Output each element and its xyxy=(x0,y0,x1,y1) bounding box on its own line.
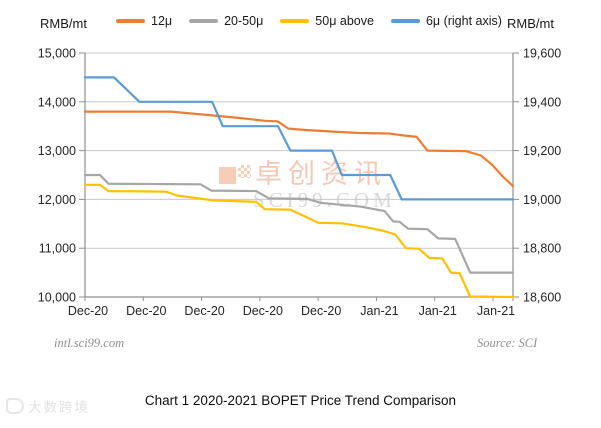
x-tick-label: Jan-21 xyxy=(419,304,457,318)
legend-item: 6μ (right axis) xyxy=(390,14,502,28)
corner-watermark: 大数跨境 xyxy=(6,396,90,416)
y-tick-label-left: 13,000 xyxy=(38,144,76,158)
source-note: Source: SCI xyxy=(477,336,538,350)
legend-swatch-icon xyxy=(280,19,310,23)
series-line-12μ xyxy=(83,110,515,188)
legend-label: 12μ xyxy=(151,14,173,28)
legend-swatch-icon xyxy=(189,19,219,23)
y-tick-label-right: 18,800 xyxy=(523,242,561,256)
legend-item: 20-50μ xyxy=(189,14,263,28)
x-tick-label: Jan-21 xyxy=(477,304,515,318)
x-tick-label: Dec-20 xyxy=(126,304,166,318)
legend-label: 6μ (right axis) xyxy=(425,14,502,28)
corner-watermark-label: 大数跨境 xyxy=(28,400,90,415)
plot-area: 15,000 19,600 14,000 19,400 13,000 19,200 12,0… xyxy=(38,47,562,319)
legend-label: 50μ above xyxy=(315,14,374,28)
y-tick-label-left: 14,000 xyxy=(38,95,76,109)
legend-item: 12μ xyxy=(116,14,172,28)
series-line-50μ-above xyxy=(83,183,515,299)
legend-item: 50μ above xyxy=(280,14,374,28)
y-tick-label-right: 18,600 xyxy=(523,291,561,305)
site-note: intl.sci99.com xyxy=(54,336,125,350)
series-line-6μ-(right-axis) xyxy=(83,76,515,201)
y-tick-label-left: 12,000 xyxy=(38,193,76,207)
right-axis-title: RMB/mt xyxy=(507,16,554,31)
left-axis-title: RMB/mt xyxy=(40,16,87,31)
x-tick-label: Dec-20 xyxy=(301,304,341,318)
sci99-logo-icon xyxy=(219,167,236,184)
legend-swatch-icon xyxy=(390,19,420,23)
chart-caption: Chart 1 2020-2021 BOPET Price Trend Comp… xyxy=(144,393,457,408)
series-line-20-50μ xyxy=(83,173,515,274)
x-tick-label: Dec-20 xyxy=(184,304,224,318)
y-tick-label-left: 10,000 xyxy=(38,291,76,305)
x-tick-label: Dec-20 xyxy=(243,304,283,318)
y-tick-label-left: 11,000 xyxy=(39,242,76,256)
checker-pattern-icon xyxy=(238,165,251,178)
legend: 12μ 20-50μ 50μ above 6μ (right axis) xyxy=(116,14,502,28)
x-tick-label: Jan-21 xyxy=(360,304,398,318)
y-tick-label-left: 15,000 xyxy=(38,47,76,61)
y-tick-label-right: 19,000 xyxy=(523,193,561,207)
y-tick-label-right: 19,600 xyxy=(523,47,561,61)
legend-label: 20-50μ xyxy=(224,14,264,28)
watermark: 卓创资讯 SCI99.COM xyxy=(219,161,396,211)
legend-swatch-icon xyxy=(116,19,145,23)
x-tick-label: Dec-20 xyxy=(68,304,108,318)
y-tick-label-right: 19,400 xyxy=(523,95,561,109)
y-tick-label-right: 19,200 xyxy=(523,144,561,158)
corner-watermark-icon xyxy=(6,398,24,414)
